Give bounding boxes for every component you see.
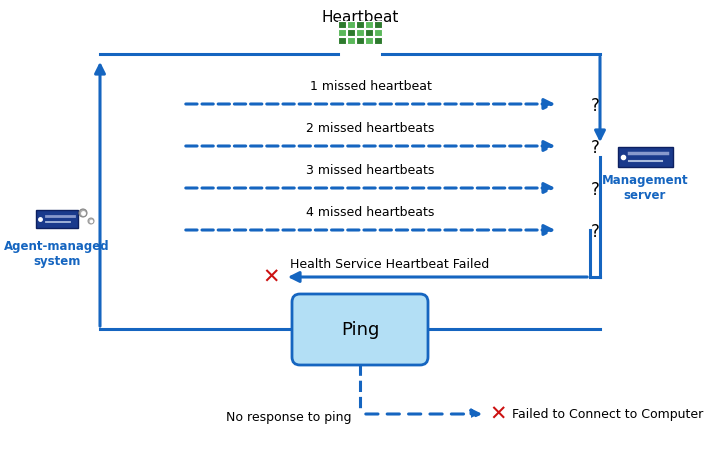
Bar	[374, 22, 382, 29]
Text: ?: ?	[591, 97, 599, 115]
Text: ?: ?	[591, 139, 599, 157]
FancyBboxPatch shape	[292, 294, 428, 365]
Circle shape	[88, 218, 94, 224]
Bar	[347, 22, 355, 29]
Text: 4 missed heartbeats: 4 missed heartbeats	[306, 206, 434, 218]
Bar	[338, 38, 346, 45]
Text: 2 missed heartbeats: 2 missed heartbeats	[306, 122, 434, 135]
Bar	[347, 30, 355, 37]
Bar	[356, 38, 364, 45]
Text: ?: ?	[591, 181, 599, 198]
Bar	[356, 22, 364, 29]
Bar	[374, 30, 382, 37]
FancyBboxPatch shape	[618, 148, 673, 167]
Bar	[365, 30, 373, 37]
Bar	[356, 30, 364, 37]
Text: Failed to Connect to Computer: Failed to Connect to Computer	[512, 408, 703, 420]
Bar	[365, 38, 373, 45]
FancyBboxPatch shape	[36, 211, 78, 228]
Text: Ping: Ping	[341, 320, 379, 338]
Bar	[365, 22, 373, 29]
Text: 3 missed heartbeats: 3 missed heartbeats	[306, 164, 434, 177]
Bar	[374, 38, 382, 45]
Text: 1 missed heartbeat: 1 missed heartbeat	[309, 80, 432, 93]
Circle shape	[79, 210, 87, 217]
Bar	[338, 30, 346, 37]
Text: Health Service Heartbeat Failed: Health Service Heartbeat Failed	[290, 258, 489, 270]
Bar	[347, 38, 355, 45]
Text: Agent-managed
system: Agent-managed system	[4, 239, 109, 268]
Text: No response to ping: No response to ping	[227, 410, 352, 424]
Bar	[338, 22, 346, 29]
Text: ✕: ✕	[262, 268, 279, 288]
Text: ✕: ✕	[489, 404, 507, 424]
Text: Heartbeat: Heartbeat	[321, 10, 399, 25]
Text: Management
server: Management server	[602, 174, 688, 202]
Text: ?: ?	[591, 222, 599, 241]
